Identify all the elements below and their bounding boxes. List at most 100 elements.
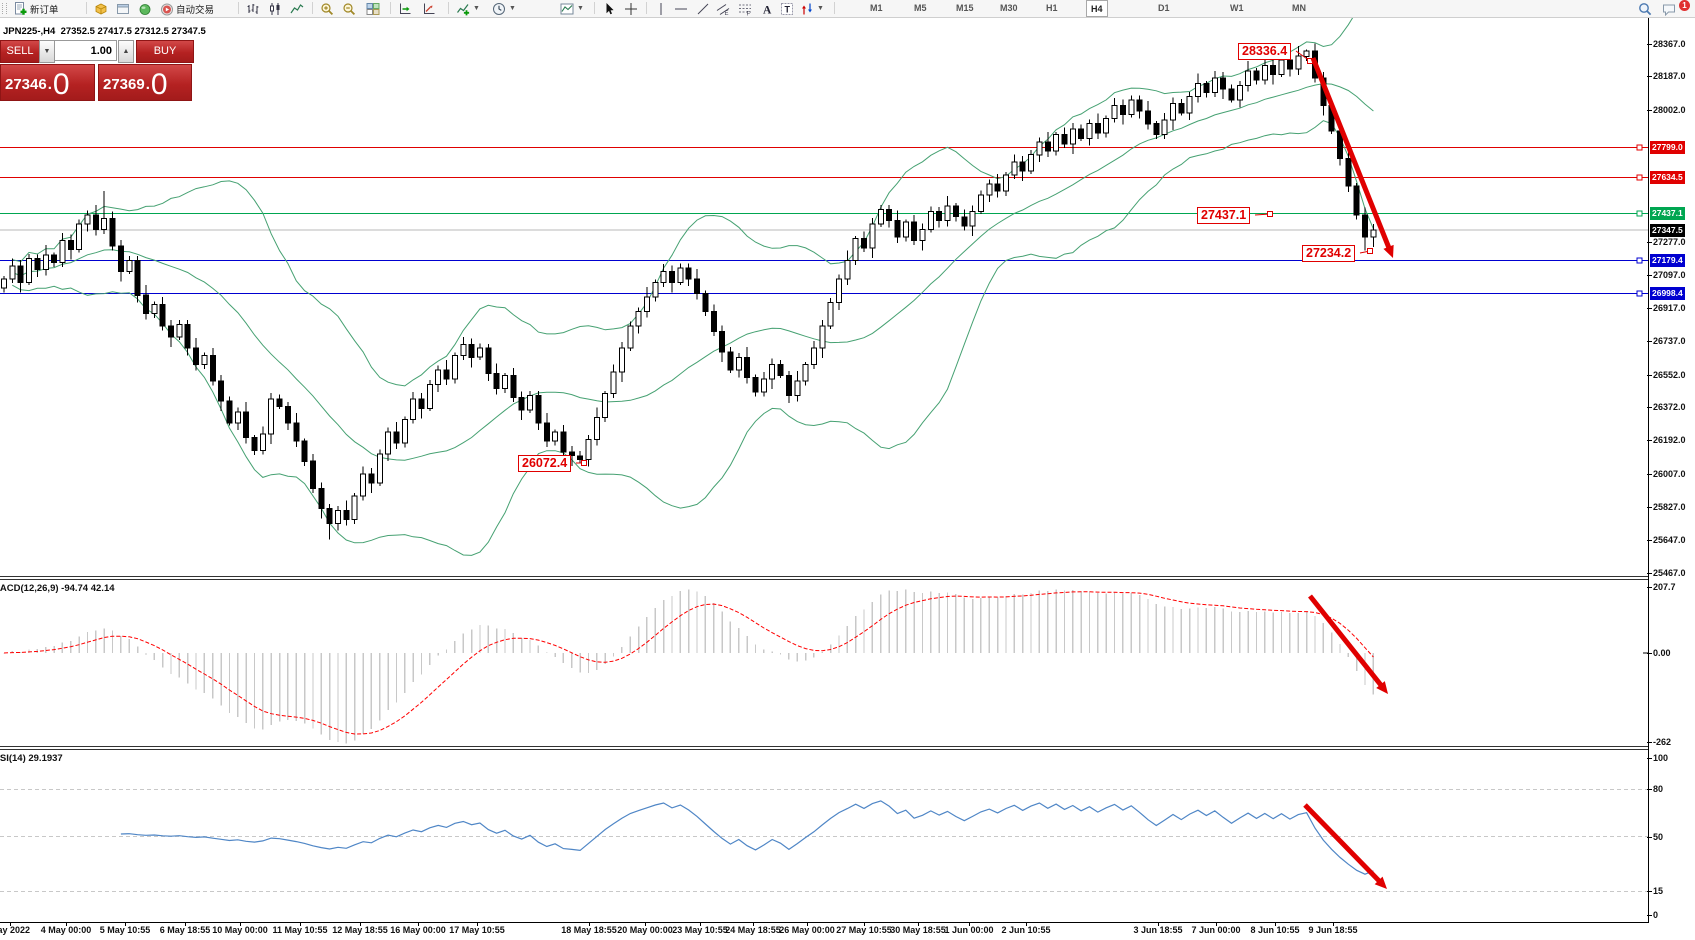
crosshair-icon xyxy=(625,2,637,15)
fibonacci-tool[interactable]: F xyxy=(738,1,752,16)
time-tick xyxy=(918,922,919,926)
auto-scroll-icon xyxy=(400,3,411,14)
tab-h4[interactable]: H4 xyxy=(1086,0,1108,17)
text-tool[interactable]: A xyxy=(760,1,774,16)
new-order-button[interactable]: 新订单 xyxy=(14,1,59,16)
price-annotation[interactable]: 27437.1 xyxy=(1197,207,1251,224)
price-annotation[interactable]: 27234.2 xyxy=(1302,245,1356,262)
volume-input[interactable] xyxy=(54,40,117,61)
tab-m30[interactable]: M30 xyxy=(1000,3,1018,13)
chart-title: JPN225-,H4 27352.5 27417.5 27312.5 27347… xyxy=(3,26,206,37)
candle-chart-icon xyxy=(270,2,280,15)
time-label: 30 May 18:55 xyxy=(890,925,946,935)
tile-windows-button[interactable] xyxy=(366,1,380,16)
tab-m15[interactable]: M15 xyxy=(956,3,974,13)
time-label: 6 May 18:55 xyxy=(159,925,211,935)
templates-button[interactable]: ▼ xyxy=(560,1,584,16)
vertical-line-icon xyxy=(660,2,662,15)
notification-badge[interactable]: 1 xyxy=(1679,0,1690,11)
one-click-trading-panel: SELL ▼ ▲ BUY 27346 . 0 27369 . 0 xyxy=(0,40,194,101)
tab-w1[interactable]: W1 xyxy=(1230,3,1244,13)
channel-tool[interactable]: E xyxy=(716,1,730,16)
top-toolbar: 新订单 自动交易 ▼ xyxy=(0,0,1695,18)
arrows-tool[interactable]: ▼ xyxy=(800,1,824,16)
time-tick xyxy=(66,922,67,926)
bar-chart-button[interactable] xyxy=(246,1,260,16)
toolbar-grip[interactable] xyxy=(2,3,7,14)
sell-price-button[interactable]: 27346 . 0 xyxy=(0,64,95,101)
time-label: 10 May 00:00 xyxy=(212,925,268,935)
template-icon xyxy=(560,3,574,14)
market-watch-button[interactable] xyxy=(94,1,108,16)
cursor-button[interactable] xyxy=(602,1,616,16)
time-tick xyxy=(807,922,808,926)
rsi-axis-tick: 15 xyxy=(1646,886,1664,896)
time-tick xyxy=(477,922,478,926)
dropdown-caret: ▼ xyxy=(473,5,480,12)
horizontal-line-tool[interactable] xyxy=(674,1,688,16)
arrow-objects-icon xyxy=(802,3,812,14)
time-tick xyxy=(864,922,865,926)
price-annotation[interactable]: 28336.4 xyxy=(1238,43,1292,60)
main-chart-canvas[interactable] xyxy=(0,17,1648,576)
chat-bubble-icon xyxy=(1663,4,1675,16)
rsi-pane-canvas[interactable] xyxy=(0,751,1648,922)
rsi-label: RSI(14) 29.1937 xyxy=(0,753,63,764)
chart-shift-button[interactable] xyxy=(422,1,436,16)
pane-separator[interactable] xyxy=(0,746,1649,750)
tab-m5[interactable]: M5 xyxy=(914,3,927,13)
navigator-icon xyxy=(139,3,151,15)
time-tick xyxy=(300,922,301,926)
crosshair-button[interactable] xyxy=(624,1,638,16)
time-label: 1 Jun 00:00 xyxy=(944,925,994,935)
text-label-tool[interactable]: T xyxy=(780,1,794,16)
macd-pane-canvas[interactable] xyxy=(0,581,1648,746)
trendline-icon xyxy=(697,3,709,14)
tab-m1[interactable]: M1 xyxy=(870,3,883,13)
time-tick xyxy=(589,922,590,926)
line-chart-button[interactable] xyxy=(290,1,304,16)
tab-mn[interactable]: MN xyxy=(1292,3,1306,13)
sell-button[interactable]: SELL xyxy=(0,40,40,63)
chart-shift-icon xyxy=(424,3,435,14)
toolbar-separator xyxy=(86,2,87,14)
toolbar-separator xyxy=(834,2,835,14)
zoom-out-button[interactable] xyxy=(342,1,356,16)
auto-scroll-button[interactable] xyxy=(398,1,412,16)
navigator-button[interactable] xyxy=(138,1,152,16)
tab-h1[interactable]: H1 xyxy=(1046,3,1058,13)
toolbar-separator xyxy=(312,2,313,14)
time-label: 20 May 00:00 xyxy=(617,925,673,935)
auto-trading-button[interactable]: 自动交易 xyxy=(160,1,214,16)
candle-chart-button[interactable] xyxy=(268,1,282,16)
toolbar-separator xyxy=(594,2,595,14)
chat-button[interactable] xyxy=(1662,1,1676,16)
time-tick xyxy=(360,922,361,926)
rsi-axis-tick: 50 xyxy=(1646,832,1664,842)
volume-increase-button[interactable]: ▲ xyxy=(118,40,134,63)
toolbar-separator xyxy=(390,2,391,14)
time-tick xyxy=(1216,922,1217,926)
equidistant-channel-icon: E xyxy=(716,3,730,16)
zoom-in-button[interactable] xyxy=(320,1,334,16)
price-tick: 28187.0 xyxy=(1647,71,1686,81)
trendline-tool[interactable] xyxy=(696,1,710,16)
price-tick: 28002.0 xyxy=(1647,105,1686,115)
new-order-icon xyxy=(15,1,27,15)
time-tick xyxy=(185,922,186,926)
buy-button[interactable]: BUY xyxy=(136,40,194,63)
periods-button[interactable]: ▼ xyxy=(492,1,516,16)
time-label: 18 May 18:55 xyxy=(561,925,617,935)
data-window-button[interactable] xyxy=(116,1,130,16)
volume-decrease-button[interactable]: ▼ xyxy=(39,40,55,63)
search-button[interactable] xyxy=(1638,1,1652,16)
vertical-line-tool[interactable] xyxy=(654,1,668,16)
buy-price-button[interactable]: 27369 . 0 xyxy=(98,64,192,101)
pane-separator[interactable] xyxy=(0,576,1649,580)
tab-d1[interactable]: D1 xyxy=(1158,3,1170,13)
time-label: 2 Jun 10:55 xyxy=(1001,925,1051,935)
indicators-button[interactable]: ▼ xyxy=(456,1,480,16)
price-annotation[interactable]: 26072.4 xyxy=(518,455,572,472)
new-order-label: 新订单 xyxy=(30,4,59,16)
